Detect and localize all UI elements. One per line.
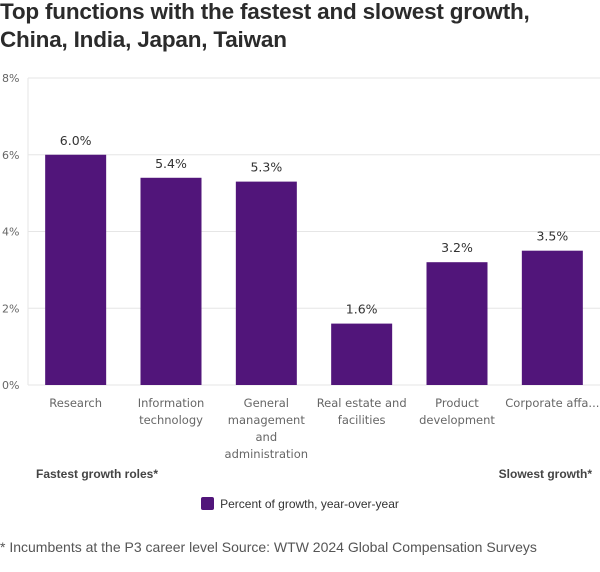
fastest-growth-annotation: Fastest growth roles* xyxy=(36,467,159,481)
bar[interactable] xyxy=(331,323,393,385)
bar[interactable] xyxy=(521,250,583,385)
value-label: 5.3% xyxy=(250,160,282,175)
category-label: Information technology xyxy=(138,396,205,427)
category-labels: Research Information technology General mana… xyxy=(49,396,599,461)
bars xyxy=(45,154,583,385)
value-label: 3.2% xyxy=(441,240,473,255)
legend: Percent of growth, year-over-year xyxy=(0,497,600,511)
chart-title: Top functions with the fastest and slowe… xyxy=(0,0,530,52)
y-axis-ticks: 0% 2% 4% 6% 8% xyxy=(2,72,19,392)
value-label: 1.6% xyxy=(346,302,378,317)
category-label: Corporate affa... xyxy=(505,396,599,410)
bar[interactable] xyxy=(235,181,297,385)
y-tick-label: 4% xyxy=(2,226,19,239)
y-tick-label: 6% xyxy=(2,149,19,162)
footer-note: * Incumbents at the P3 career level Sour… xyxy=(0,539,537,555)
slowest-growth-annotation: Slowest growth* xyxy=(498,467,592,481)
legend-label[interactable]: Percent of growth, year-over-year xyxy=(220,497,399,511)
category-label: Real estate and facilities xyxy=(317,396,407,427)
y-tick-label: 0% xyxy=(2,379,19,392)
value-label: 3.5% xyxy=(536,229,568,244)
category-label: Product development xyxy=(419,396,495,427)
bar[interactable] xyxy=(140,177,202,385)
category-label: Research xyxy=(49,396,102,410)
value-label: 5.4% xyxy=(155,156,187,171)
bar[interactable] xyxy=(426,262,488,385)
y-tick-label: 8% xyxy=(2,72,19,85)
category-label: General management and administration xyxy=(225,396,309,461)
value-label: 6.0% xyxy=(60,133,92,148)
value-labels: 6.0% 5.4% 5.3% 1.6% 3.2% 3.5% xyxy=(60,133,569,317)
y-tick-label: 2% xyxy=(2,302,19,315)
legend-swatch xyxy=(201,497,215,510)
bar-chart: 0% 2% 4% 6% 8% 6.0% 5.4% 5.3% 1.6% 3.2% 3.5% Rese… xyxy=(2,72,600,461)
gridlines xyxy=(27,77,600,386)
bar[interactable] xyxy=(45,154,107,385)
